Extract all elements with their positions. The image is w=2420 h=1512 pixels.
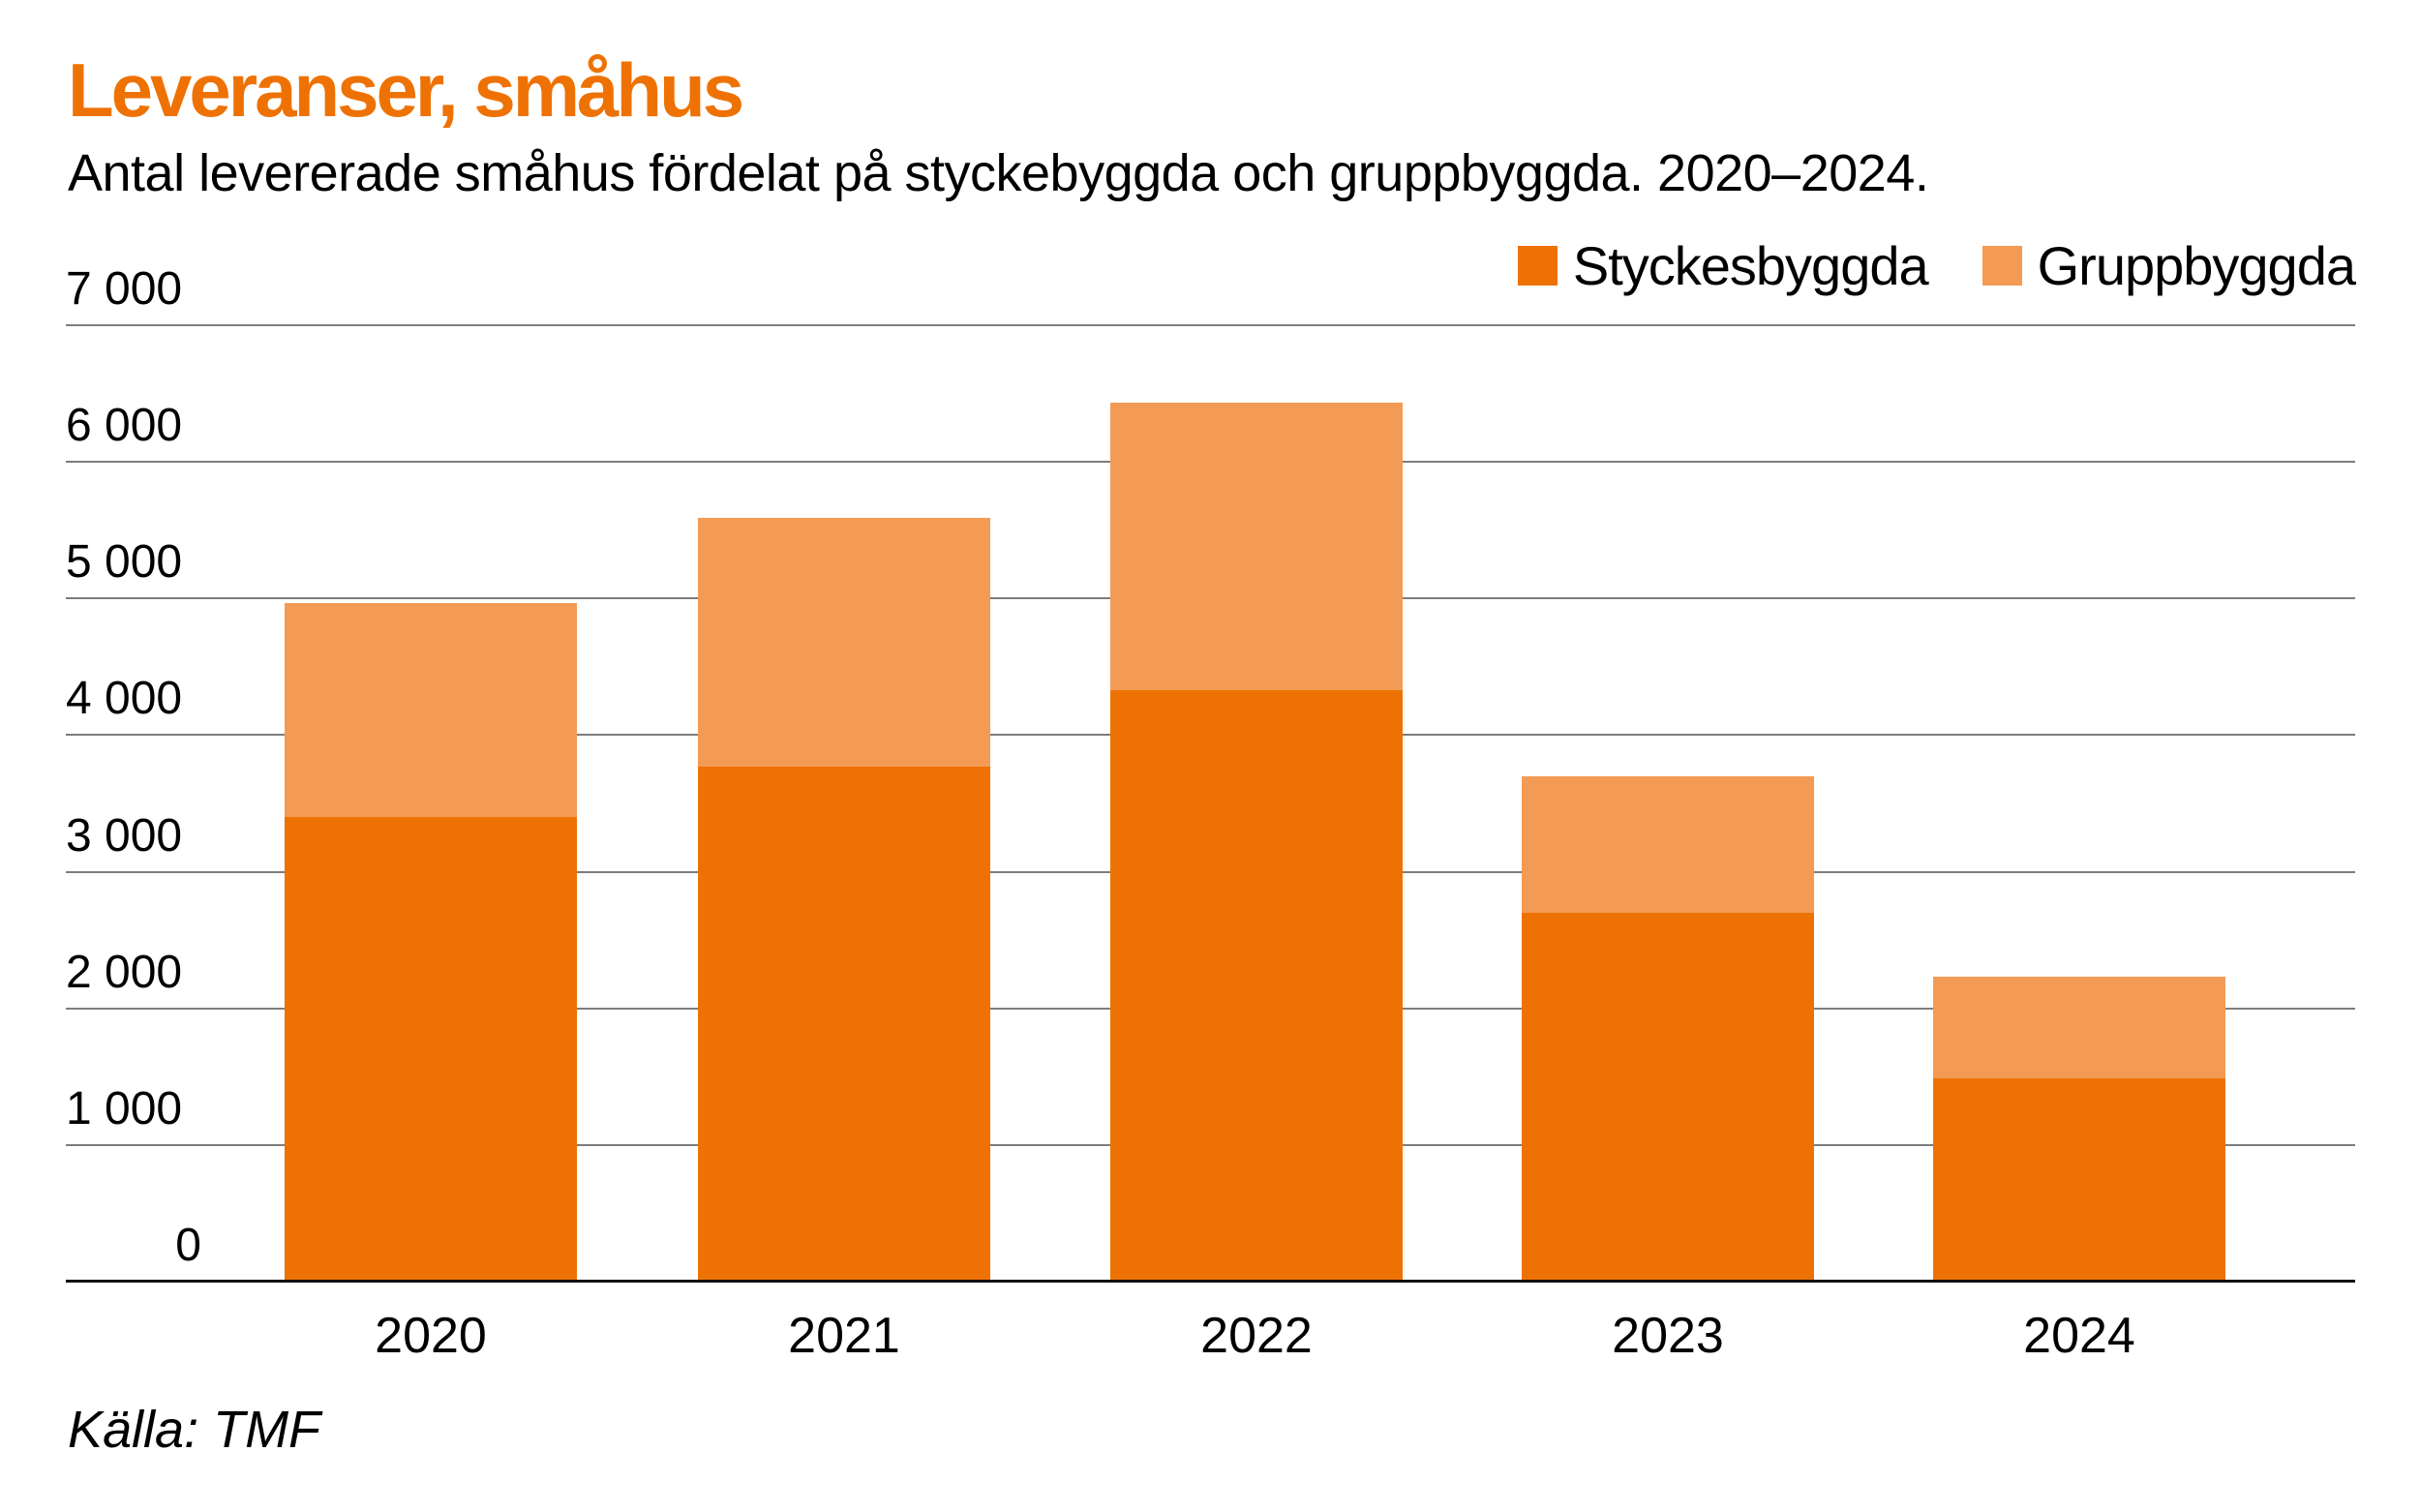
bar-2022-gruppbyggda	[1110, 403, 1403, 690]
x-axis-label-2023: 2023	[1612, 1308, 1724, 1364]
y-axis-label-4000: 4 000	[66, 673, 183, 725]
x-axis-label-2022: 2022	[1200, 1308, 1313, 1364]
bar-2024-gruppbyggda	[1933, 977, 2225, 1078]
bar-2022-styckesbyggda	[1110, 689, 1403, 1282]
y-axis-label-6000: 6 000	[66, 400, 183, 452]
chart-title: Leveranser, småhus	[68, 47, 744, 133]
y-axis-label-1000: 1 000	[66, 1082, 183, 1134]
x-axis-label-2020: 2020	[375, 1308, 487, 1364]
legend-item-gruppbyggda: Gruppbyggda	[1981, 234, 2356, 297]
bar-2024-styckesbyggda	[1933, 1077, 2225, 1282]
x-axis-label-2024: 2024	[2023, 1308, 2135, 1364]
y-axis-label-5000: 5 000	[66, 536, 183, 589]
legend-swatch-styckesbyggda-icon	[1517, 246, 1558, 286]
y-axis-label-0: 0	[175, 1220, 201, 1271]
source-note: Källa: TMF	[68, 1401, 321, 1459]
legend-swatch-gruppbyggda-icon	[1981, 246, 2022, 286]
legend-item-styckesbyggda: Styckesbyggda	[1517, 234, 1929, 297]
bar-2023-styckesbyggda	[1522, 912, 1814, 1282]
bar-2020-styckesbyggda	[285, 817, 577, 1282]
x-axis-label-2021: 2021	[788, 1308, 900, 1364]
gridline-7000	[66, 324, 2355, 326]
legend-label-gruppbyggda: Gruppbyggda	[2037, 235, 2356, 296]
bar-2021-styckesbyggda	[698, 766, 990, 1282]
bar-2020-gruppbyggda	[285, 602, 577, 818]
chart-subtitle: Antal levererade småhus fördelat på styc…	[68, 144, 1929, 202]
legend: Styckesbyggda Gruppbyggda	[1517, 234, 2356, 297]
y-axis-label-7000: 7 000	[66, 263, 183, 315]
y-axis-label-2000: 2 000	[66, 946, 183, 998]
x-axis-line	[66, 1280, 2355, 1283]
bar-2023-gruppbyggda	[1522, 775, 1814, 913]
y-axis-label-3000: 3 000	[66, 809, 183, 862]
legend-label-styckesbyggda: Styckesbyggda	[1572, 235, 1929, 296]
bar-2021-gruppbyggda	[698, 518, 990, 767]
